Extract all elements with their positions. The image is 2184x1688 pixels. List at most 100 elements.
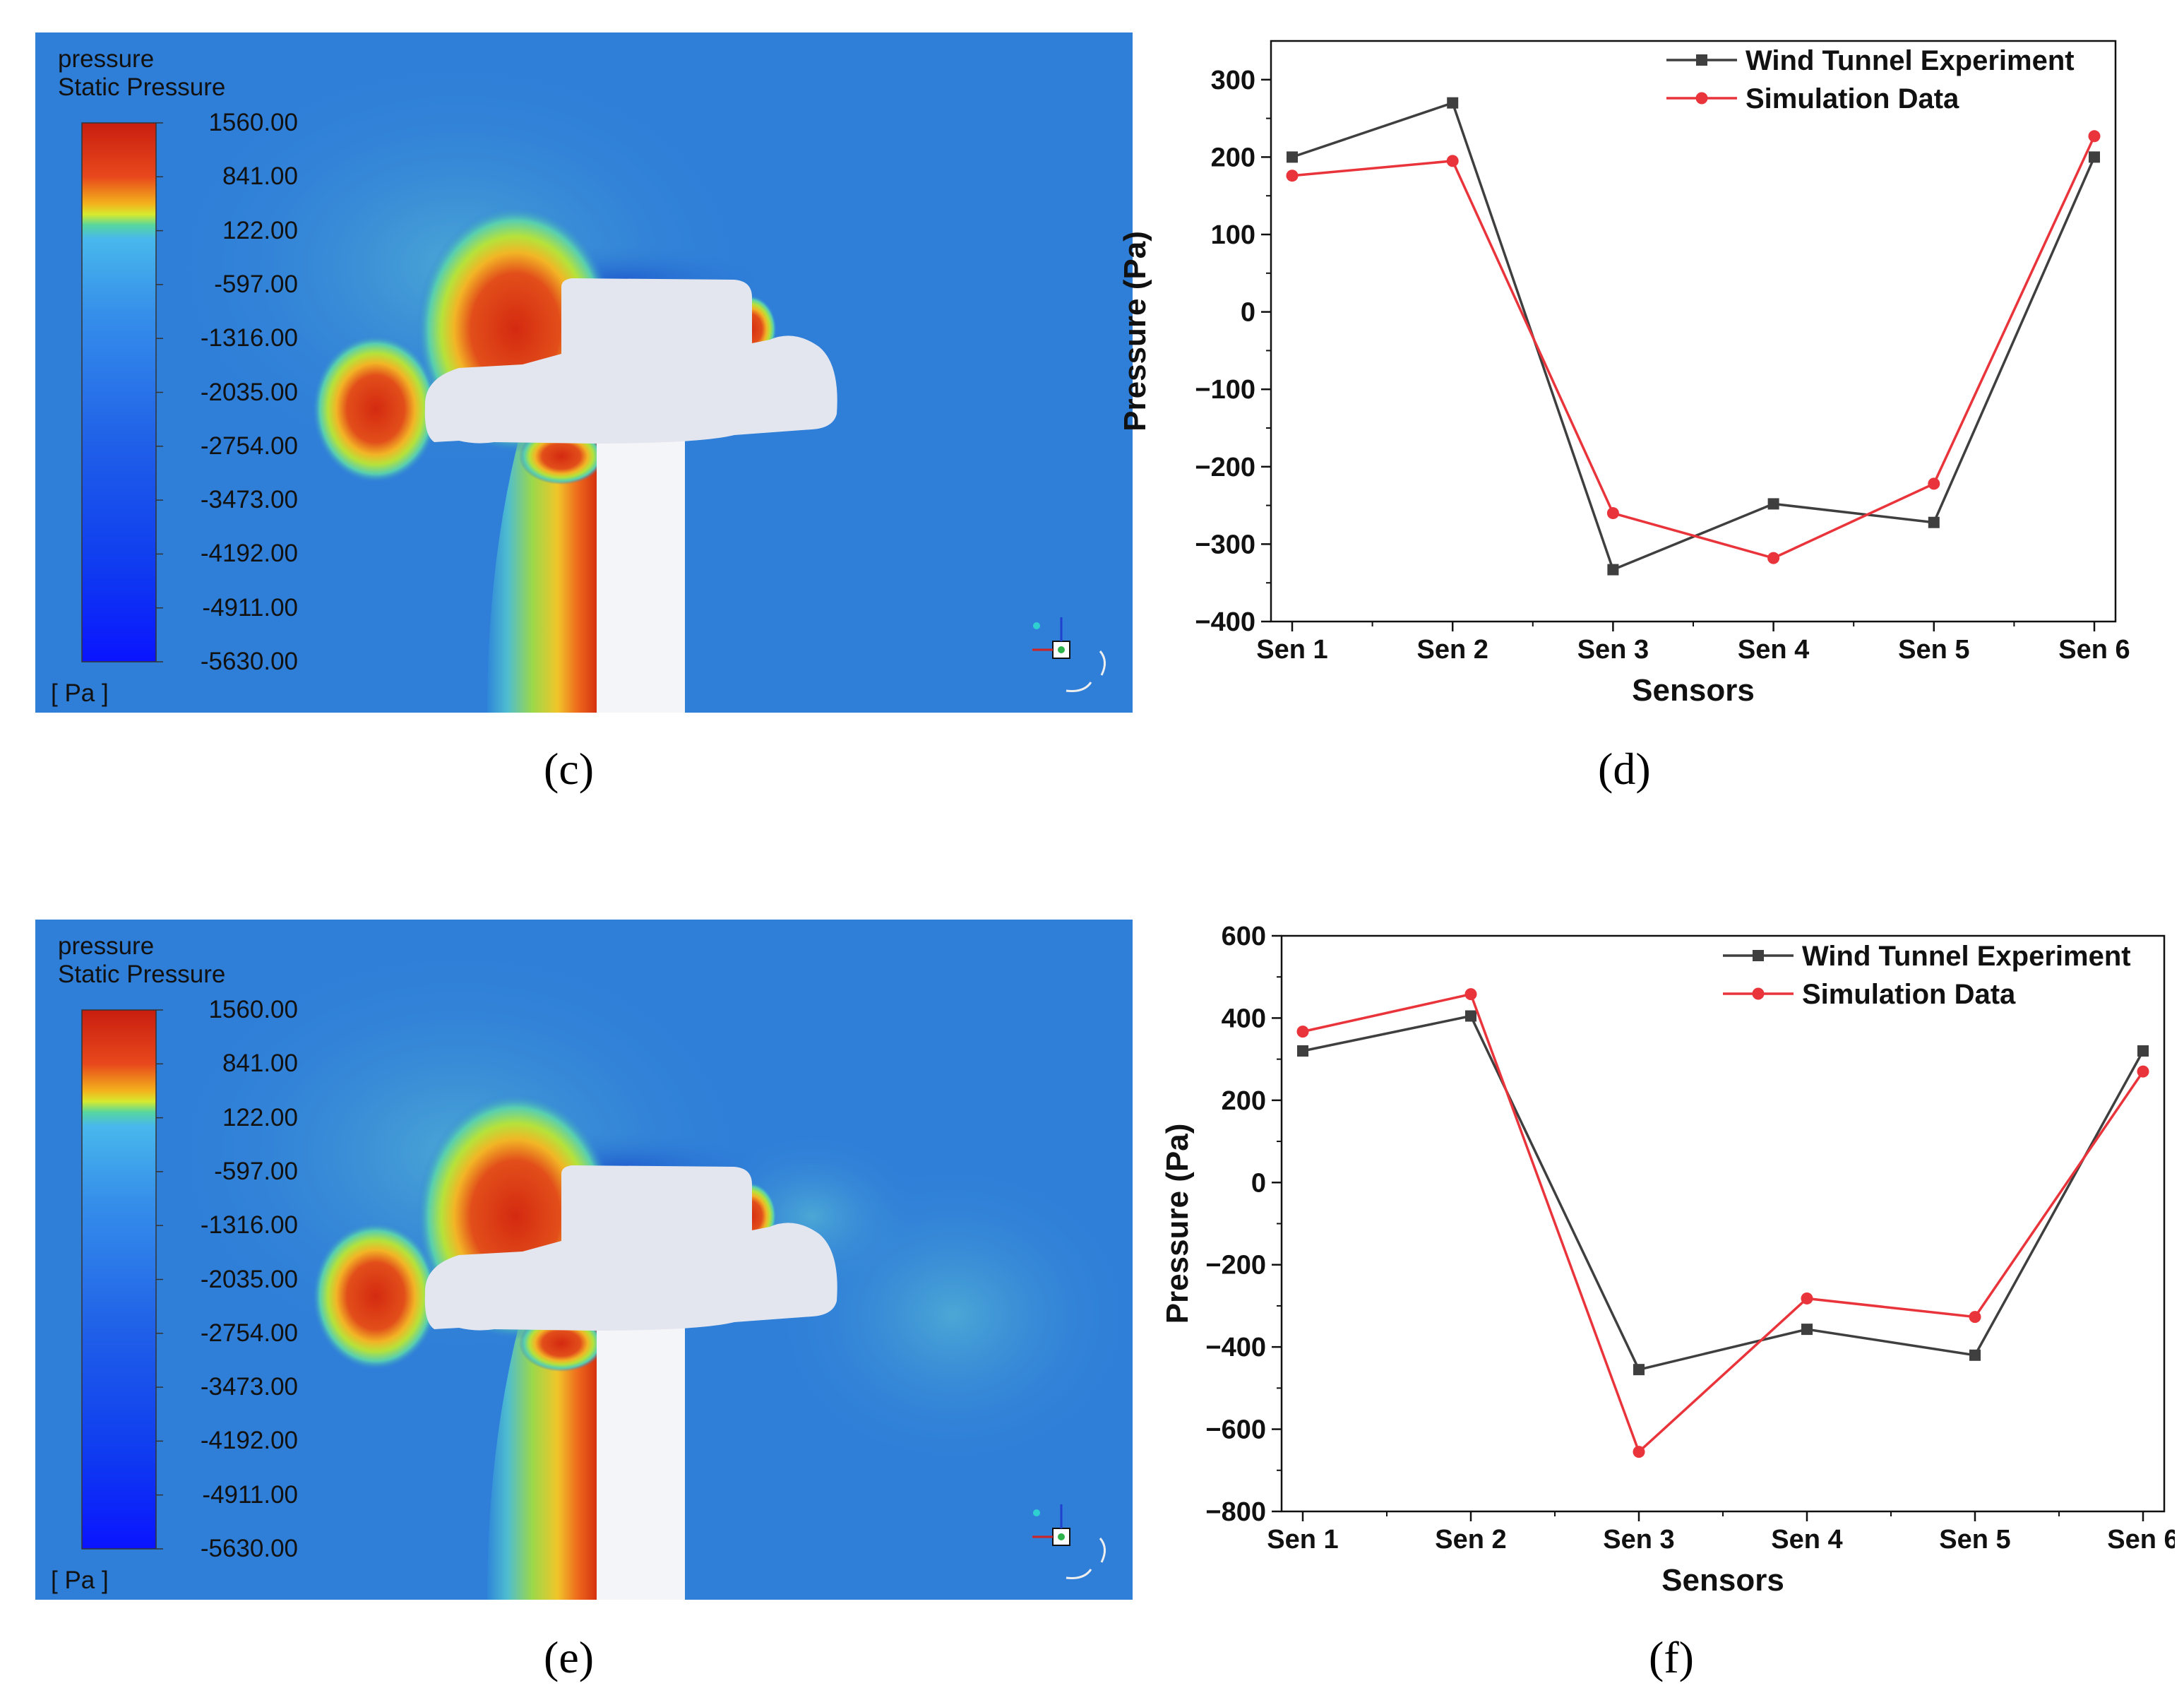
- data-point: [1607, 564, 1619, 576]
- contour-variable: pressure: [58, 45, 155, 73]
- colorbar-level-label: -597.00: [214, 270, 298, 298]
- line-chart-f: −800 −600 −400 −200 0 200 400 600 Sen 1 Sen 2 Sen …: [1158, 915, 2179, 1614]
- data-point: [2137, 1065, 2149, 1078]
- colorbar: [81, 1009, 157, 1550]
- y-axis-label: Pressure (Pa): [1160, 1124, 1195, 1324]
- xyz-axis-triad-icon: [1032, 617, 1106, 692]
- y-tick-label: 0: [1251, 1168, 1266, 1198]
- y-tick-label: −800: [1205, 1497, 1266, 1527]
- contour-title: Static Pressure: [58, 73, 226, 101]
- colorbar: [81, 122, 157, 662]
- colorbar-level-label: -2754.00: [200, 432, 298, 460]
- colorbar-level-label: -2754.00: [200, 1319, 298, 1347]
- chart-svg: −400 −300 −200 −100 0 100 200 300 Sen 1 Sen 2 Sen …: [1118, 40, 2130, 708]
- x-axis-label: Sensors: [1661, 1563, 1784, 1598]
- y-tick-label: −100: [1195, 375, 1255, 405]
- y-tick-label: 100: [1211, 220, 1255, 250]
- colorbar-level-label: 122.00: [222, 1103, 298, 1131]
- pressure-contour-field: [35, 32, 1133, 713]
- y-tick-label: −400: [1195, 607, 1255, 637]
- y-tick-label: 0: [1241, 298, 1255, 328]
- colorbar-level-label: -1316.00: [200, 324, 298, 352]
- series-line: [1302, 992, 2144, 1454]
- colorbar-level-label: -4192.00: [200, 540, 298, 568]
- caption-c: (c): [544, 744, 595, 794]
- y-tick-label: −400: [1205, 1333, 1266, 1362]
- x-tick-label: Sen 5: [1939, 1525, 2010, 1555]
- legend-label: Wind Tunnel Experiment: [1746, 45, 2075, 76]
- y-tick-label: −600: [1205, 1415, 1266, 1445]
- series-line: [1291, 101, 2096, 571]
- data-point: [1297, 1045, 1308, 1057]
- structure-silhouette: [424, 1165, 837, 1600]
- colorbar-level-label: -2035.00: [200, 1265, 298, 1293]
- colorbar-level-label: 841.00: [222, 162, 298, 191]
- legend-label: Wind Tunnel Experiment: [1802, 941, 2131, 972]
- x-tick-label: Sen 2: [1417, 635, 1488, 665]
- colorbar-unit: [ Pa ]: [51, 1567, 109, 1594]
- y-tick-label: −200: [1195, 453, 1255, 482]
- data-point: [1446, 155, 1459, 167]
- x-axis-label: Sensors: [1632, 673, 1755, 708]
- data-point: [1447, 97, 1459, 109]
- data-point: [1633, 1364, 1645, 1376]
- colorbar-level-label: 1560.00: [208, 109, 298, 136]
- y-tick-label: −300: [1195, 530, 1255, 559]
- data-point: [1286, 170, 1299, 182]
- caption-d: (d): [1598, 744, 1651, 794]
- x-tick-label: Sen 6: [2107, 1525, 2175, 1555]
- colorbar-level-label: -597.00: [214, 1157, 298, 1185]
- contour-variable: pressure: [58, 932, 155, 960]
- x-tick-label: Sen 4: [1738, 635, 1809, 665]
- legend-marker: [1753, 950, 1764, 961]
- data-point: [1969, 1349, 1981, 1361]
- x-tick-label: Sen 1: [1267, 1525, 1338, 1555]
- colorbar-level-label: -2035.00: [200, 378, 298, 406]
- y-tick-label: 200: [1222, 1086, 1266, 1116]
- cfd-contour-panel-c: pressure Static Pressure 1560.00 841.00 122.…: [35, 32, 1133, 713]
- y-tick-label: −200: [1205, 1251, 1266, 1280]
- data-point: [1928, 477, 1940, 490]
- data-point: [1767, 498, 1779, 510]
- y-axis-label: Pressure (Pa): [1118, 231, 1152, 432]
- data-point: [1969, 1311, 1981, 1324]
- structure-silhouette: [424, 278, 837, 713]
- data-point: [2088, 130, 2101, 143]
- line-chart-d: −400 −300 −200 −100 0 100 200 300 Sen 1 Sen 2 Sen …: [1116, 28, 2161, 727]
- data-point: [2137, 1045, 2149, 1057]
- x-tick-label: Sen 6: [2058, 635, 2130, 665]
- colorbar-level-label: -1316.00: [200, 1211, 298, 1240]
- x-tick-label: Sen 3: [1577, 635, 1649, 665]
- colorbar-level-label: 1560.00: [208, 996, 298, 1023]
- legend-marker: [1752, 987, 1765, 1000]
- colorbar-level-label: -4192.00: [200, 1427, 298, 1455]
- y-tick-label: 300: [1211, 66, 1255, 95]
- colorbar-level-label: 122.00: [222, 216, 298, 244]
- colorbar-level-label: -3473.00: [200, 486, 298, 514]
- x-tick-label: Sen 3: [1603, 1525, 1674, 1555]
- data-point: [1606, 507, 1619, 520]
- series-line: [1291, 136, 2096, 559]
- pressure-contour-field: [35, 920, 1133, 1600]
- x-tick-label: Sen 5: [1898, 635, 1969, 665]
- data-point: [1464, 988, 1477, 1001]
- data-point: [1801, 1292, 1813, 1304]
- legend-label: Simulation Data: [1802, 979, 2016, 1010]
- y-tick-label: 200: [1211, 143, 1255, 172]
- caption-e: (e): [544, 1632, 595, 1682]
- data-point: [1928, 516, 1940, 528]
- colorbar-level-label: -5630.00: [200, 648, 298, 675]
- data-point: [1296, 1026, 1309, 1038]
- colorbar-level-label: -5630.00: [200, 1535, 298, 1562]
- data-point: [1465, 1010, 1476, 1022]
- data-point: [1801, 1324, 1813, 1336]
- y-tick-label: 400: [1222, 1004, 1266, 1033]
- contour-title: Static Pressure: [58, 961, 226, 988]
- legend-marker: [1695, 92, 1708, 105]
- colorbar-unit: [ Pa ]: [51, 679, 109, 707]
- data-point: [1767, 552, 1780, 564]
- series-line: [1302, 1014, 2144, 1372]
- chart-svg: −800 −600 −400 −200 0 200 400 600 Sen 1 Sen 2 Sen …: [1160, 922, 2179, 1598]
- cfd-contour-panel-e: pressure Static Pressure 1560.00 841.00 122.…: [35, 920, 1133, 1600]
- caption-f: (f): [1649, 1632, 1694, 1682]
